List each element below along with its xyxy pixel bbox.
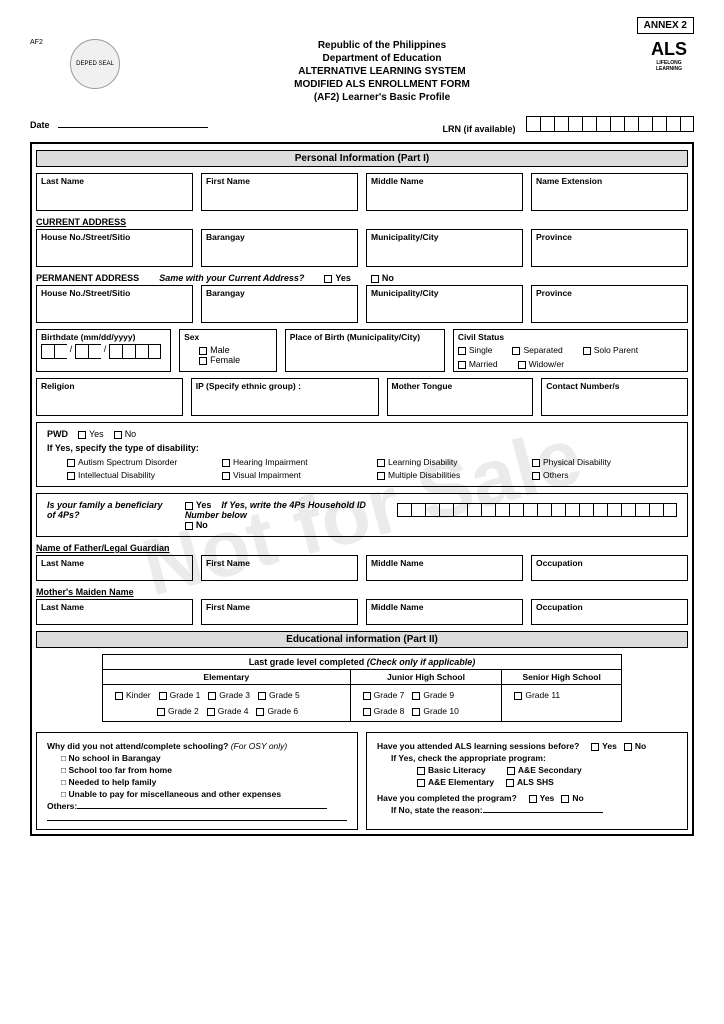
current-address-heading: CURRENT ADDRESS <box>36 217 688 227</box>
ae-secondary-checkbox[interactable]: A&E Secondary <box>507 765 582 775</box>
annex-label: ANNEX 2 <box>30 20 694 31</box>
fourps-section: Is your family a beneficiary of 4Ps? Yes… <box>36 493 688 537</box>
pwd-yes-checkbox[interactable]: Yes <box>78 429 104 439</box>
dis-hearing-checkbox[interactable]: Hearing Impairment <box>222 457 367 467</box>
middle-name-field[interactable]: Middle Name <box>366 173 523 211</box>
part1-header: Personal Information (Part I) <box>36 150 688 167</box>
form-header: Republic of the Philippines Department o… <box>120 39 644 104</box>
first-name-field[interactable]: First Name <box>201 173 358 211</box>
current-barangay-field[interactable]: Barangay <box>201 229 358 267</box>
fourps-id-field[interactable] <box>397 503 677 517</box>
form-code: AF2 <box>30 39 60 46</box>
completed-yes-checkbox[interactable]: Yes <box>529 793 555 803</box>
g5-checkbox[interactable]: Grade 5 <box>258 690 300 700</box>
same-no-checkbox[interactable]: No <box>371 273 394 283</box>
dis-physical-checkbox[interactable]: Physical Disability <box>532 457 677 467</box>
same-address-question: Same with your Current Address? <box>159 273 304 283</box>
help-family-checkbox[interactable]: □ Needed to help family <box>61 777 347 787</box>
g1-checkbox[interactable]: Grade 1 <box>159 690 201 700</box>
perm-houseno-field[interactable]: House No./Street/Sitio <box>36 285 193 323</box>
mother-middlename-field[interactable]: Middle Name <box>366 599 523 625</box>
completed-no-checkbox[interactable]: No <box>561 793 583 803</box>
current-municipality-field[interactable]: Municipality/City <box>366 229 523 267</box>
part2-header: Educational information (Part II) <box>36 631 688 648</box>
date-field[interactable]: Date <box>30 120 208 130</box>
als-shs-checkbox[interactable]: ALS SHS <box>506 777 554 787</box>
pwd-no-checkbox[interactable]: No <box>114 429 137 439</box>
perm-barangay-field[interactable]: Barangay <box>201 285 358 323</box>
lrn-field[interactable]: LRN (if available) <box>442 116 694 134</box>
dis-learning-checkbox[interactable]: Learning Disability <box>377 457 522 467</box>
no-school-checkbox[interactable]: □ No school in Barangay <box>61 753 347 763</box>
perm-municipality-field[interactable]: Municipality/City <box>366 285 523 323</box>
g8-checkbox[interactable]: Grade 8 <box>363 706 405 716</box>
kinder-checkbox[interactable]: Kinder <box>115 690 151 700</box>
grade-level-table: Last grade level completed (Check only i… <box>102 654 622 722</box>
pwd-section: PWD Yes No If Yes, specify the type of d… <box>36 422 688 487</box>
unable-pay-checkbox[interactable]: □ Unable to pay for miscellaneous and ot… <box>61 789 347 799</box>
mother-maiden-heading: Mother's Maiden Name <box>36 587 688 597</box>
dis-visual-checkbox[interactable]: Visual Impairment <box>222 470 367 480</box>
ip-field[interactable]: IP (Specify ethnic group) : <box>191 378 379 416</box>
father-guardian-heading: Name of Father/Legal Guardian <box>36 543 688 553</box>
dis-autism-checkbox[interactable]: Autism Spectrum Disorder <box>67 457 212 467</box>
current-houseno-field[interactable]: House No./Street/Sitio <box>36 229 193 267</box>
place-of-birth-field[interactable]: Place of Birth (Municipality/City) <box>285 329 445 372</box>
why-not-attend-panel: Why did you not attend/complete schoolin… <box>36 732 358 830</box>
deped-seal-icon: DEPED SEAL <box>70 39 120 89</box>
school-far-checkbox[interactable]: □ School too far from home <box>61 765 347 775</box>
ae-elementary-checkbox[interactable]: A&E Elementary <box>417 777 494 787</box>
g7-checkbox[interactable]: Grade 7 <box>363 690 405 700</box>
mother-tongue-field[interactable]: Mother Tongue <box>387 378 534 416</box>
father-middlename-field[interactable]: Middle Name <box>366 555 523 581</box>
als-attended-panel: Have you attended ALS learning sessions … <box>366 732 688 830</box>
mother-firstname-field[interactable]: First Name <box>201 599 358 625</box>
birthdate-field[interactable]: Birthdate (mm/dd/yyyy) // <box>36 329 171 372</box>
mother-occupation-field[interactable]: Occupation <box>531 599 688 625</box>
dis-multiple-checkbox[interactable]: Multiple Disabilities <box>377 470 522 480</box>
g3-checkbox[interactable]: Grade 3 <box>208 690 250 700</box>
dis-others-checkbox[interactable]: Others <box>532 470 677 480</box>
g4-checkbox[interactable]: Grade 4 <box>207 706 249 716</box>
g11-checkbox[interactable]: Grade 11 <box>514 690 560 700</box>
als-no-checkbox[interactable]: No <box>624 741 646 751</box>
name-ext-field[interactable]: Name Extension <box>531 173 688 211</box>
als-yes-checkbox[interactable]: Yes <box>591 741 617 751</box>
contact-number-field[interactable]: Contact Number/s <box>541 378 688 416</box>
basic-lit-checkbox[interactable]: Basic Literacy <box>417 765 486 775</box>
fourps-no-checkbox[interactable]: No <box>185 520 377 530</box>
g10-checkbox[interactable]: Grade 10 <box>412 706 458 716</box>
perm-province-field[interactable]: Province <box>531 285 688 323</box>
last-name-field[interactable]: Last Name <box>36 173 193 211</box>
father-lastname-field[interactable]: Last Name <box>36 555 193 581</box>
g9-checkbox[interactable]: Grade 9 <box>412 690 454 700</box>
als-logo-icon: ALS LIFELONG LEARNING <box>644 39 694 72</box>
civil-status-field[interactable]: Civil Status Single Separated Solo Paren… <box>453 329 688 372</box>
same-yes-checkbox[interactable]: Yes <box>324 273 351 283</box>
mother-lastname-field[interactable]: Last Name <box>36 599 193 625</box>
father-occupation-field[interactable]: Occupation <box>531 555 688 581</box>
sex-field[interactable]: Sex Male Female <box>179 329 277 372</box>
religion-field[interactable]: Religion <box>36 378 183 416</box>
father-firstname-field[interactable]: First Name <box>201 555 358 581</box>
dis-intellectual-checkbox[interactable]: Intellectual Disability <box>67 470 212 480</box>
permanent-address-heading: PERMANENT ADDRESS <box>36 273 139 283</box>
g2-checkbox[interactable]: Grade 2 <box>157 706 199 716</box>
current-province-field[interactable]: Province <box>531 229 688 267</box>
fourps-yes-checkbox[interactable]: Yes If Yes, write the 4Ps Household ID N… <box>185 500 377 520</box>
g6-checkbox[interactable]: Grade 6 <box>256 706 298 716</box>
